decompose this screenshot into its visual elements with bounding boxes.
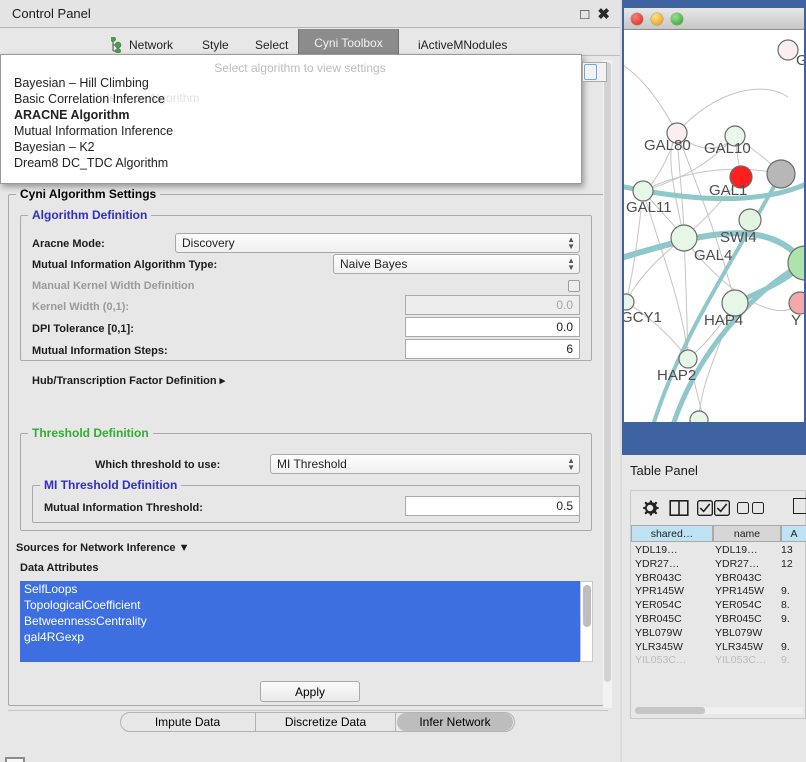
svg-text:GCY1: GCY1 [624, 309, 662, 326]
svg-text:GAL10: GAL10 [704, 140, 751, 157]
svg-text:GAL: GAL [796, 52, 804, 69]
svg-text:SWI4: SWI4 [720, 229, 757, 246]
svg-text:HAP2: HAP2 [657, 367, 696, 384]
svg-text:Y: Y [791, 312, 801, 329]
svg-text:HAP4: HAP4 [704, 312, 743, 329]
svg-text:GAL80: GAL80 [644, 137, 691, 154]
svg-text:GAL1: GAL1 [709, 182, 747, 199]
svg-text:GAL4: GAL4 [694, 247, 732, 264]
svg-text:GAL11: GAL11 [626, 199, 672, 216]
